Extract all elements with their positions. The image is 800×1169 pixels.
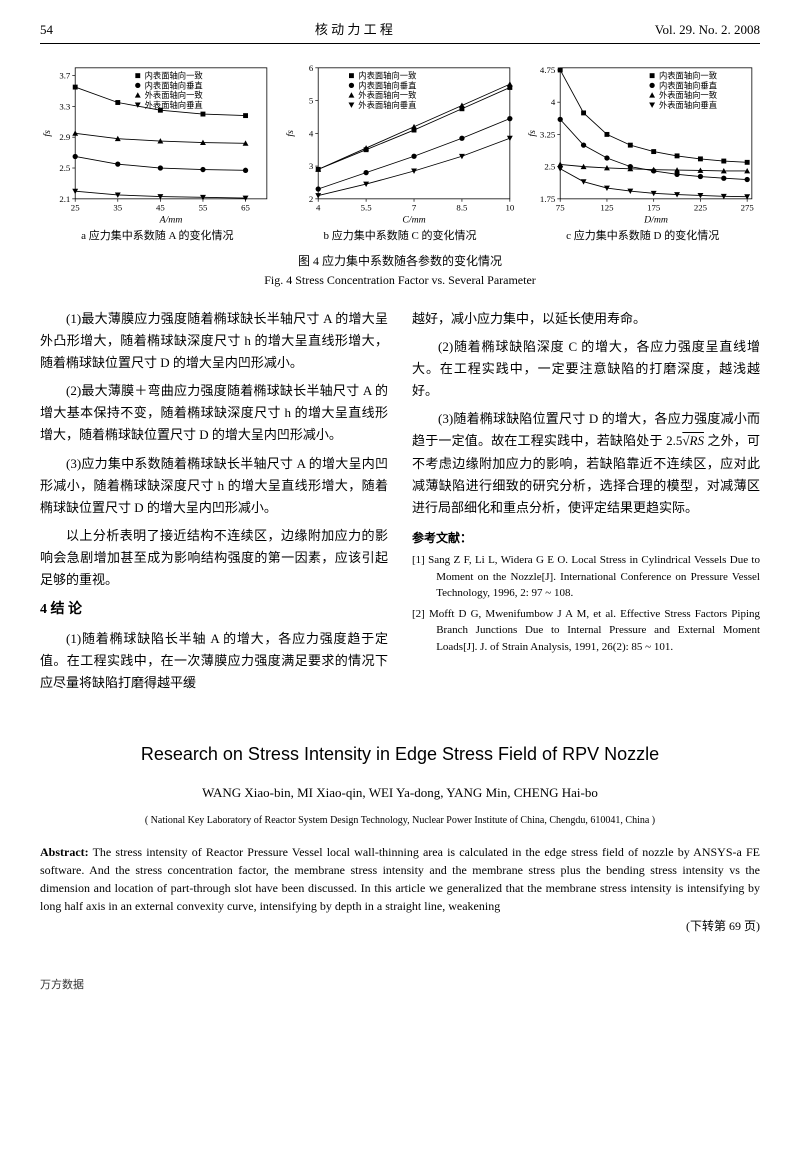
svg-text:3.25: 3.25 — [540, 129, 556, 139]
svg-text:4.75: 4.75 — [540, 65, 556, 75]
page-header: 54 核 动 力 工 程 Vol. 29. No. 2. 2008 — [40, 20, 760, 44]
english-title: Research on Stress Intensity in Edge Str… — [40, 740, 760, 769]
section-4-head: 4 结 论 — [40, 599, 388, 621]
svg-text:1.75: 1.75 — [540, 194, 556, 204]
svg-text:7: 7 — [412, 202, 417, 212]
english-affiliation: ( National Key Laboratory of Reactor Sys… — [40, 813, 760, 829]
reference-2: [2] Mofft D G, Mwenifumbow J A M, et al.… — [412, 606, 760, 656]
right-p1: 越好，减小应力集中，以延长使用寿命。 — [412, 308, 760, 330]
svg-text:2: 2 — [309, 194, 313, 204]
svg-text:2.5: 2.5 — [59, 163, 71, 173]
svg-text:4: 4 — [316, 202, 321, 212]
chart-b: 4 5.5 7 8.5 10 2 3 4 5 6 C/mm fs 内表面轴向一致内表面轴向垂直外表面轴向… — [283, 60, 518, 246]
continue-note: (下转第 69 页) — [40, 917, 760, 936]
svg-text:3: 3 — [309, 161, 314, 171]
svg-text:D/mm: D/mm — [643, 214, 668, 225]
svg-text:2.9: 2.9 — [59, 132, 71, 142]
svg-text:外表面轴向垂直: 外表面轴向垂直 — [659, 100, 717, 110]
svg-text:25: 25 — [71, 202, 80, 212]
sqrt-rs: √RS — [682, 433, 704, 448]
svg-text:4: 4 — [309, 128, 314, 138]
svg-text:内表面轴向垂直: 内表面轴向垂直 — [358, 80, 416, 90]
svg-text:内表面轴向一致: 内表面轴向一致 — [659, 70, 718, 80]
english-authors: WANG Xiao-bin, MI Xiao-qin, WEI Ya-dong,… — [40, 783, 760, 804]
abstract-label: Abstract: — [40, 845, 89, 859]
svg-text:8.5: 8.5 — [456, 202, 468, 212]
svg-text:10: 10 — [505, 202, 514, 212]
svg-text:A/mm: A/mm — [159, 214, 183, 225]
svg-text:3.7: 3.7 — [59, 70, 71, 80]
svg-text:fs: fs — [42, 130, 53, 137]
svg-text:内表面轴向一致: 内表面轴向一致 — [358, 70, 417, 80]
abstract-text: The stress intensity of Reactor Pressure… — [40, 845, 760, 913]
left-p3: (3)应力集中系数随着椭球缺长半轴尺寸 A 的增大呈内凹形减小，随着椭球缺深度尺… — [40, 453, 388, 519]
chart-b-sublabel: b 应力集中系数随 C 的变化情况 — [283, 228, 518, 246]
chart-a: 25 35 45 55 65 2.1 2.5 2.9 3.3 3.7 A/mm fs 内表面轴向一致内表… — [40, 60, 275, 246]
figure-caption-en: Fig. 4 Stress Concentration Factor vs. S… — [40, 271, 760, 290]
journal-title: 核 动 力 工 程 — [315, 20, 393, 41]
left-p4: 以上分析表明了接近结构不连续区，边缘附加应力的影响会急剧增加甚至成为影响结构强度… — [40, 525, 388, 591]
svg-text:4: 4 — [551, 97, 556, 107]
left-p5: (1)随着椭球缺陷长半轴 A 的增大，各应力强度趋于定值。在工程实践中，在一次薄… — [40, 628, 388, 694]
footer-note: 万方数据 — [40, 977, 760, 995]
svg-text:5.5: 5.5 — [360, 202, 372, 212]
reference-1: [1] Sang Z F, Li L, Widera G E O. Local … — [412, 552, 760, 602]
svg-text:2.1: 2.1 — [59, 194, 70, 204]
svg-text:外表面轴向垂直: 外表面轴向垂直 — [145, 100, 203, 110]
chart-a-svg: 25 35 45 55 65 2.1 2.5 2.9 3.3 3.7 A/mm fs 内表面轴向一致内表… — [40, 60, 275, 226]
charts-row: 25354555652.12.52.93.33.7A/mmfs内表面轴向一致内表… — [40, 60, 760, 246]
left-p1: (1)最大薄膜应力强度随着椭球缺长半轴尺寸 A 的增大呈外凸形增大，随着椭球缺深… — [40, 308, 388, 374]
svg-text:65: 65 — [241, 202, 250, 212]
left-column: (1)最大薄膜应力强度随着椭球缺长半轴尺寸 A 的增大呈外凸形增大，随着椭球缺深… — [40, 308, 388, 700]
svg-text:55: 55 — [199, 202, 208, 212]
svg-text:C/mm: C/mm — [402, 214, 425, 225]
svg-text:125: 125 — [601, 202, 615, 212]
body-columns: (1)最大薄膜应力强度随着椭球缺长半轴尺寸 A 的增大呈外凸形增大，随着椭球缺深… — [40, 308, 760, 700]
right-p2: (2)随着椭球缺陷深度 C 的增大，各应力强度呈直线增大。在工程实践中，一定要注… — [412, 336, 760, 402]
chart-a-sublabel: a 应力集中系数随 A 的变化情况 — [40, 228, 275, 246]
svg-text:275: 275 — [741, 202, 755, 212]
left-p2: (2)最大薄膜＋弯曲应力强度随着椭球缺长半轴尺寸 A 的增大基本保持不变，随着椭… — [40, 380, 388, 446]
svg-text:3.3: 3.3 — [59, 101, 71, 111]
references-head: 参考文献： — [412, 529, 760, 548]
right-p3: (3)随着椭球缺陷位置尺寸 D 的增大，各应力强度减小而趋于一定值。故在工程实践… — [412, 408, 760, 518]
svg-text:外表面轴向一致: 外表面轴向一致 — [145, 90, 204, 100]
svg-text:内表面轴向垂直: 内表面轴向垂直 — [659, 80, 717, 90]
figure-caption-cn: 图 4 应力集中系数随各参数的变化情况 — [40, 252, 760, 271]
svg-text:35: 35 — [113, 202, 122, 212]
chart-c: 75 125 175 225 275 1.75 2.5 3.25 4 4.75 D/mm fs 内表面轴… — [525, 60, 760, 246]
chart-c-svg: 75 125 175 225 275 1.75 2.5 3.25 4 4.75 D/mm fs 内表面轴… — [525, 60, 760, 226]
chart-c-sublabel: c 应力集中系数随 D 的变化情况 — [525, 228, 760, 246]
svg-text:5: 5 — [309, 95, 314, 105]
svg-text:外表面轴向垂直: 外表面轴向垂直 — [358, 100, 416, 110]
abstract: Abstract: The stress intensity of Reacto… — [40, 843, 760, 915]
svg-text:外表面轴向一致: 外表面轴向一致 — [659, 90, 718, 100]
page-number: 54 — [40, 20, 53, 41]
svg-text:fs: fs — [284, 130, 295, 137]
svg-text:内表面轴向垂直: 内表面轴向垂直 — [145, 80, 203, 90]
svg-text:45: 45 — [156, 202, 165, 212]
svg-text:175: 175 — [647, 202, 661, 212]
svg-text:fs: fs — [527, 130, 538, 137]
svg-text:6: 6 — [309, 63, 314, 73]
svg-text:2.5: 2.5 — [545, 161, 557, 171]
svg-text:外表面轴向一致: 外表面轴向一致 — [358, 90, 417, 100]
svg-text:内表面轴向一致: 内表面轴向一致 — [145, 70, 204, 80]
chart-b-svg: 4 5.5 7 8.5 10 2 3 4 5 6 C/mm fs 内表面轴向一致内表面轴向垂直外表面轴向… — [283, 60, 518, 226]
svg-text:225: 225 — [694, 202, 708, 212]
right-column: 越好，减小应力集中，以延长使用寿命。 (2)随着椭球缺陷深度 C 的增大，各应力… — [412, 308, 760, 700]
svg-text:75: 75 — [556, 202, 565, 212]
issue-info: Vol. 29. No. 2. 2008 — [655, 20, 760, 41]
